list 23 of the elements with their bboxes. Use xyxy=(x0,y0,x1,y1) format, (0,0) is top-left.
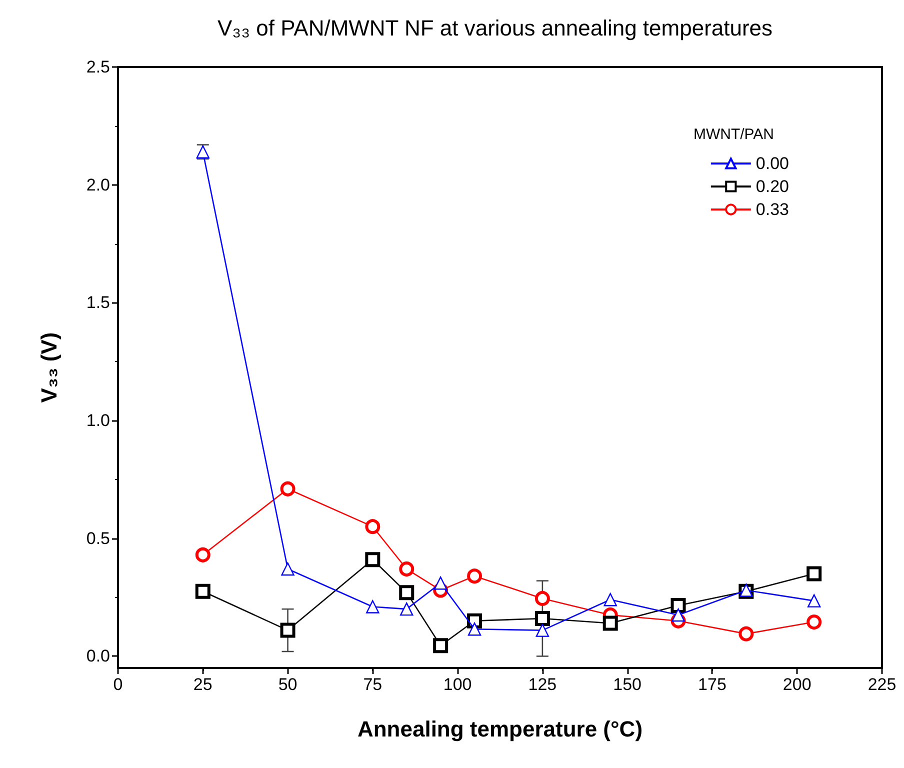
x-tick-label: 0 xyxy=(113,675,123,694)
legend-title: MWNT/PAN xyxy=(693,126,774,143)
y-axis-title: V₃₃ (V) xyxy=(36,332,62,403)
legend-label: 0.00 xyxy=(756,154,790,173)
y-tick-label: 0.0 xyxy=(86,646,110,666)
x-tick-label: 75 xyxy=(363,675,382,694)
y-tick-label: 2.5 xyxy=(86,58,110,76)
y-tick-label: 2.0 xyxy=(86,175,110,194)
y-tick-label: 1.5 xyxy=(86,293,110,312)
x-axis-title: Annealing temperature (°C) xyxy=(357,716,643,742)
chart-title: V₃₃ of PAN/MWNT NF at various annealing temperatures xyxy=(217,16,773,40)
y-tick-label: 0.5 xyxy=(86,528,110,548)
x-tick-label: 50 xyxy=(278,675,298,694)
legend-label: 0.20 xyxy=(756,177,790,196)
x-tick-label: 100 xyxy=(443,675,472,694)
x-tick-label: 25 xyxy=(193,675,212,694)
x-tick-label: 150 xyxy=(613,675,642,694)
x-tick-label: 200 xyxy=(782,675,812,694)
x-tick-label: 125 xyxy=(528,675,557,694)
x-tick-label: 225 xyxy=(868,675,896,694)
legend-label: 0.33 xyxy=(756,200,790,219)
x-tick-label: 175 xyxy=(698,675,726,694)
y-tick-label: 1.0 xyxy=(86,411,110,430)
